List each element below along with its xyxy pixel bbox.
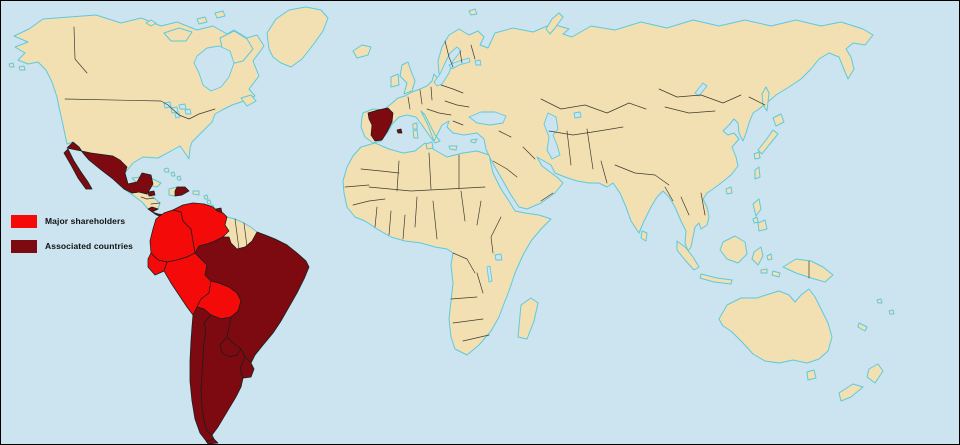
legend-swatch-associated	[11, 239, 37, 253]
country-dominican-republic	[174, 186, 190, 197]
tierra-del-fuego	[205, 438, 219, 444]
arctic-islands	[8, 10, 257, 107]
legend-item-major: Major shareholders	[11, 214, 133, 228]
pacific-islands	[857, 298, 895, 332]
tasmania	[806, 369, 817, 381]
baltic-sea	[433, 46, 462, 87]
ireland	[390, 73, 400, 88]
puerto-rico	[192, 190, 200, 196]
sri-lanka	[640, 230, 648, 242]
africa-landmass	[342, 142, 552, 356]
highlighted-countries	[63, 107, 403, 444]
african-lakes	[486, 253, 503, 283]
legend-label-associated: Associated countries	[45, 241, 133, 251]
eurasia-landmass	[360, 19, 874, 252]
lakes-and-seas	[163, 45, 708, 283]
aral-sea	[573, 111, 582, 119]
new-guinea	[782, 258, 834, 283]
australia	[718, 288, 833, 364]
country-mexico	[63, 141, 154, 195]
country-jamaica	[147, 190, 156, 197]
britain	[399, 61, 416, 95]
southeast-asia-islands	[676, 166, 781, 285]
caspian-sea	[543, 112, 561, 160]
greenland	[266, 6, 329, 68]
legend-item-associated: Associated countries	[11, 239, 133, 253]
black-sea	[468, 111, 507, 126]
country-spain	[367, 107, 403, 142]
bahamas-and-antilles	[163, 167, 215, 210]
russian-arctic-islands	[468, 8, 564, 35]
country-ecuador	[147, 252, 168, 276]
country-brazil	[194, 231, 310, 364]
gulf-of-finland	[448, 57, 471, 70]
great-lakes	[163, 101, 192, 119]
country-argentina	[200, 314, 246, 436]
lake-ladoga	[474, 59, 482, 66]
legend-label-major: Major shareholders	[45, 216, 126, 226]
japan	[753, 86, 785, 160]
legend: Major shareholders Associated countries	[11, 214, 133, 264]
mediterranean-islands	[412, 122, 478, 151]
landmasses	[8, 6, 895, 443]
legend-swatch-major	[11, 214, 37, 228]
country-venezuela	[172, 202, 230, 254]
madagascar	[517, 297, 539, 340]
hudson-bay	[193, 45, 235, 92]
new-zealand	[838, 363, 884, 402]
iceland	[352, 44, 372, 59]
